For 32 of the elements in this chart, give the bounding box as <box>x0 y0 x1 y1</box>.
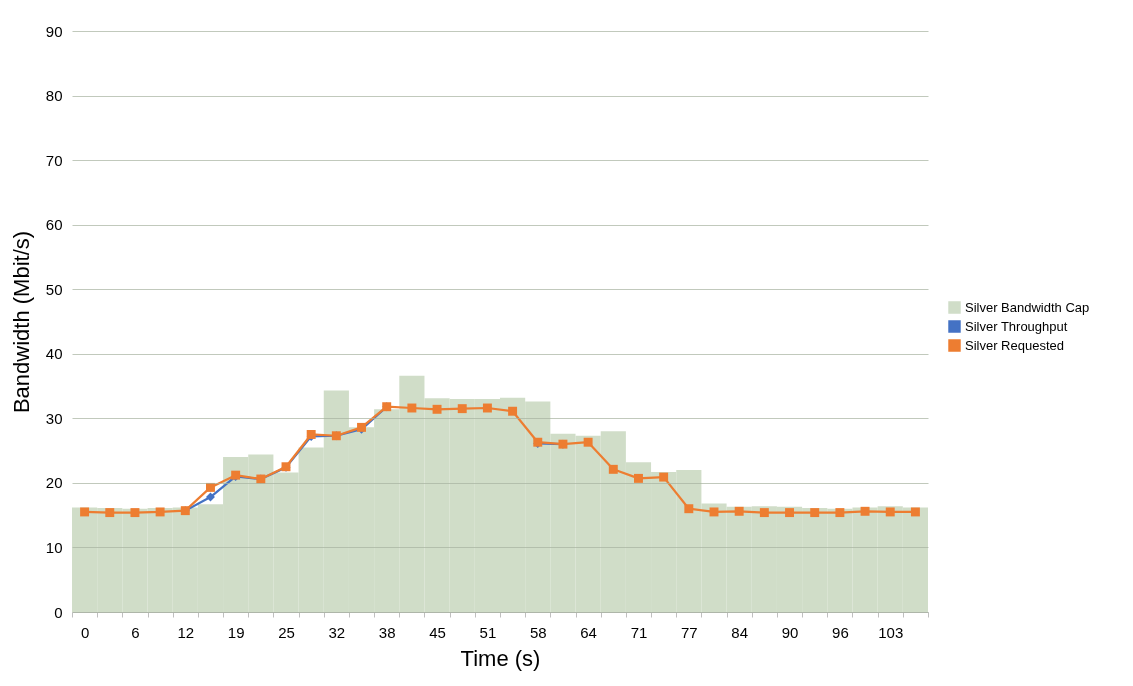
x-tick-label: 64 <box>580 623 597 641</box>
y-tick-label: 10 <box>45 538 63 556</box>
x-tick-label: 38 <box>378 623 396 641</box>
y-tick-label: 0 <box>54 603 63 621</box>
y-tick-label: 40 <box>45 345 63 363</box>
y-tick-label: 90 <box>45 22 63 40</box>
x-tick-label: 32 <box>328 623 346 641</box>
x-tick-label: 19 <box>227 623 245 641</box>
x-tick-label: 12 <box>177 623 195 641</box>
x-tick-label: 103 <box>878 623 904 641</box>
legend-label: Silver Requested <box>965 337 1064 353</box>
x-tick-label: 77 <box>680 623 698 641</box>
y-tick-label: 60 <box>45 216 63 234</box>
x-axis-title: Time (s) <box>460 645 541 671</box>
y-tick-label: 70 <box>45 151 63 169</box>
legend-label: Silver Throughput <box>965 318 1068 334</box>
x-tick-label: 51 <box>479 623 497 641</box>
x-tick-label: 90 <box>781 623 799 641</box>
x-tick-label: 45 <box>429 623 446 641</box>
y-tick-label: 20 <box>45 474 63 492</box>
x-tick-label: 25 <box>278 623 295 641</box>
x-tick-label: 96 <box>832 623 849 641</box>
x-tick-label: 6 <box>131 623 140 641</box>
x-tick-label: 0 <box>80 623 90 641</box>
y-tick-label: 30 <box>45 409 63 427</box>
y-tick-label: 50 <box>45 280 63 298</box>
x-tick-label: 84 <box>731 623 749 641</box>
y-tick-label: 80 <box>45 87 63 105</box>
x-tick-label: 71 <box>630 623 648 641</box>
legend-label: Silver Bandwidth Cap <box>965 299 1090 315</box>
y-axis-title: Bandwidth (Mbit/s) <box>8 230 34 414</box>
x-tick-label: 58 <box>529 623 547 641</box>
